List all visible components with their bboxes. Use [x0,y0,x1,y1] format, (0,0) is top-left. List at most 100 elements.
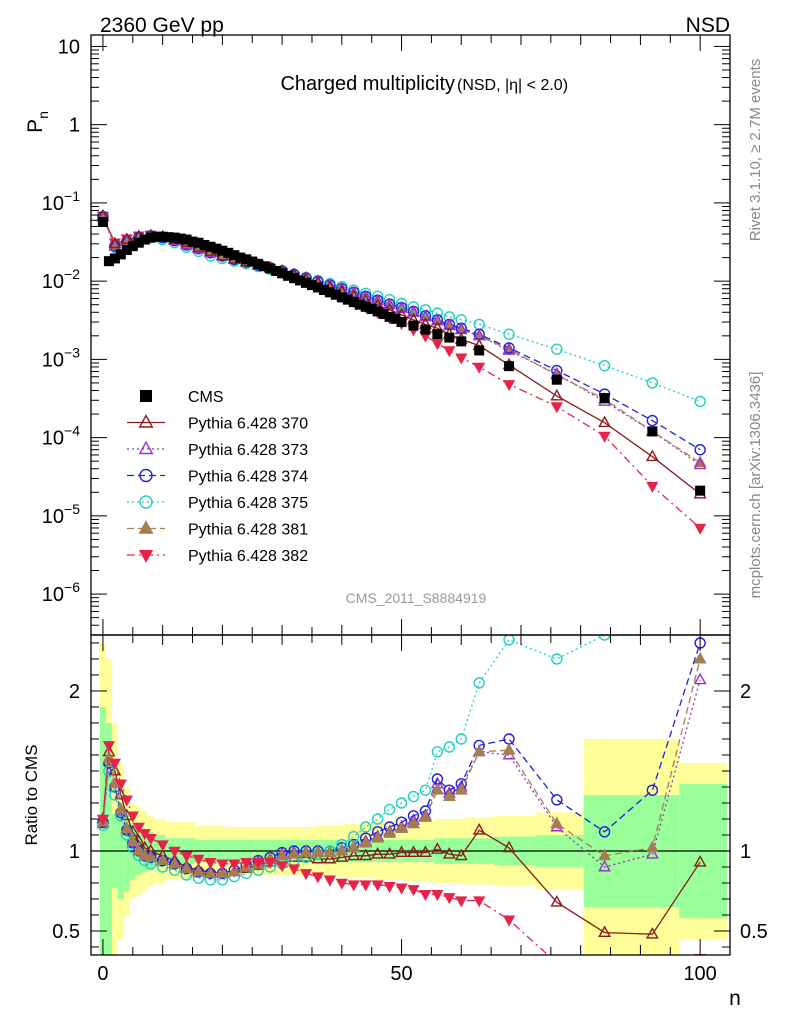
data-point [420,324,431,335]
data-point [473,362,486,374]
data-point [694,444,706,456]
ratio-point [323,851,337,864]
ratio-point [383,803,396,816]
legend-entry: Pythia 6.428 373 [127,440,308,459]
data-point [598,415,612,428]
ratio-point [395,845,408,858]
data-point [473,318,485,331]
legend-label: Pythia 6.428 381 [188,522,308,539]
ratio-point [371,847,385,859]
ratio-pythia-6-428-382 [96,741,707,985]
ratio-point [473,896,486,908]
ratio-point [645,840,659,853]
ratio-y-tick-label: 0.5 [740,921,768,943]
data-point [444,332,455,343]
ratio-point [335,843,349,856]
ratio-point [180,861,193,874]
ratio-point [192,864,205,877]
data-point [187,236,198,247]
x-tick-label: 50 [390,963,412,985]
data-point [193,237,204,248]
x-tick-label: 0 [97,963,108,985]
ratio-point [646,784,659,796]
chart-title-main: Charged multiplicity [280,73,455,95]
ratio-point [693,672,707,685]
series-pythia-6-428-375 [102,216,701,403]
legend-label: Pythia 6.428 370 [188,416,308,433]
ratio-point [395,883,408,895]
mcplots-label: mcplots.cern.ch [arXiv:1306.3436] [747,372,764,599]
legend-label: Pythia 6.428 382 [188,548,308,565]
ratio-point [215,866,229,878]
data-point [223,247,234,258]
data-point [139,234,150,245]
ratio-point [371,813,384,825]
ratio-point [503,733,515,745]
ratio-point [228,859,241,871]
ratio-point [299,845,313,858]
data-point [431,307,444,319]
data-point [175,233,186,244]
ratio-point [168,846,181,858]
ratio-point [598,826,611,838]
ratio-point [227,864,241,877]
legend-marker [138,520,154,534]
ratio-point [454,848,468,861]
legend-label: Pythia 6.428 374 [188,469,308,486]
ratio-point [323,845,337,858]
ratio-point [645,847,659,859]
ratio-point [192,854,205,866]
ratio-point [120,821,134,834]
ratio-point [108,758,121,770]
legend-entry: Pythia 6.428 370 [127,414,308,433]
data-point [121,245,132,256]
ratio-point [695,590,705,600]
data-point [211,243,222,254]
ratio-point [647,975,658,985]
ratio-point [359,848,373,861]
ratio-point [693,855,707,867]
data-point [378,309,389,320]
ratio-point [287,847,301,859]
ratio-point [168,856,182,869]
legend-entry: Pythia 6.428 375 [127,495,308,512]
legend-marker [138,440,154,455]
x-axis: 0 50 100 [97,35,731,985]
data-point [474,345,485,356]
data-point [109,253,120,264]
ratio-point [335,850,349,862]
y-tick-label: 10−5 [42,501,80,528]
data-point [599,393,610,404]
data-point [342,294,353,305]
data-point [646,377,659,389]
data-point [133,237,144,248]
ratio-point [96,814,110,826]
data-point [217,245,228,256]
legend-marker [139,468,153,483]
data-point [283,270,294,281]
legend-label: Pythia 6.428 373 [188,442,308,459]
ratio-point [455,896,468,908]
data-point [693,457,707,470]
ratio-point [443,741,456,753]
ratio-point [114,779,127,791]
ratio-point [311,872,325,884]
data-point [205,241,216,252]
legend-entry: Pythia 6.428 382 [127,548,308,565]
ratio-point [371,880,384,892]
ratio-point [114,787,128,800]
data-point [295,275,306,286]
legend: CMS Pythia 6.428 370 Pythia 6.428 373 Pythi… [127,389,308,565]
ratio-point [502,743,516,755]
markers-cms [97,217,706,496]
data-point [241,254,252,265]
ratio-point [126,834,140,846]
data-point [360,287,372,299]
data-point [550,388,564,401]
ratio-y-tick-label: 1 [740,841,751,863]
ratio-point [407,885,420,897]
ratio-point [264,857,277,869]
y-tick-label: 10−3 [42,344,80,371]
data-point [366,304,377,315]
